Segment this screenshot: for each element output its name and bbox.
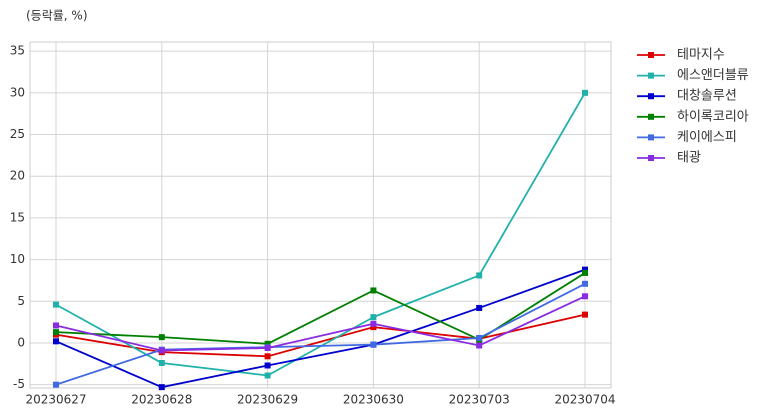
y-tick-label: 0 (17, 335, 25, 349)
legend-marker (648, 93, 654, 100)
point (476, 272, 483, 279)
axis-label: (등락률, %) (26, 9, 88, 23)
point (370, 287, 377, 294)
y-tick-label: 15 (10, 210, 25, 224)
point (476, 334, 483, 341)
point (370, 324, 377, 331)
point (582, 293, 588, 300)
point (53, 322, 59, 329)
legend-label: 테마지수 (677, 48, 725, 63)
point (53, 381, 59, 388)
legend-marker (648, 134, 654, 141)
x-tick-label: 20230627 (25, 393, 86, 407)
point (370, 314, 377, 321)
point (53, 301, 59, 308)
point (582, 280, 588, 287)
point (476, 304, 483, 311)
point (476, 342, 483, 349)
y-tick-label: 25 (10, 127, 25, 141)
x-tick-label: 20230704 (554, 393, 615, 407)
point (370, 320, 377, 327)
point (264, 372, 271, 379)
point (158, 347, 165, 354)
point (582, 266, 588, 273)
series-line (55, 313, 586, 358)
point (53, 329, 59, 336)
point (264, 344, 271, 351)
series-line (55, 282, 586, 386)
y-tick-label: 35 (10, 44, 25, 58)
point (582, 269, 588, 276)
point (158, 384, 165, 391)
legend-label: 하이록코리아 (677, 109, 749, 124)
x-tick-label: 20230703 (449, 393, 510, 407)
y-tick-label: 5 (17, 294, 25, 308)
legend-marker (648, 72, 654, 79)
y-tick-label: 20 (10, 169, 25, 183)
x-tick-label: 20230630 (343, 393, 404, 407)
plot-border (29, 41, 612, 389)
legend-marker (648, 113, 654, 120)
legend-label: 대창솔루션 (677, 89, 737, 104)
point (370, 341, 377, 348)
legend-label: 케이에스피 (677, 130, 737, 145)
point (582, 89, 588, 96)
point (53, 338, 59, 345)
series-line (55, 295, 586, 352)
point (158, 359, 165, 366)
legend-label: 에스앤더블류 (677, 68, 749, 83)
y-tick-label: -5 (13, 377, 25, 391)
y-tick-label: 30 (10, 85, 25, 99)
legend-marker (648, 52, 654, 58)
x-tick-label: 20230629 (237, 393, 298, 407)
series-line (55, 268, 586, 389)
point (158, 334, 165, 341)
point (264, 353, 271, 360)
x-tick-label: 20230628 (131, 393, 192, 407)
point (582, 311, 588, 318)
legend-label: 태광 (677, 151, 701, 166)
point (264, 340, 271, 347)
y-tick-label: 10 (10, 252, 25, 266)
legend-marker (648, 155, 654, 161)
point (264, 362, 271, 369)
